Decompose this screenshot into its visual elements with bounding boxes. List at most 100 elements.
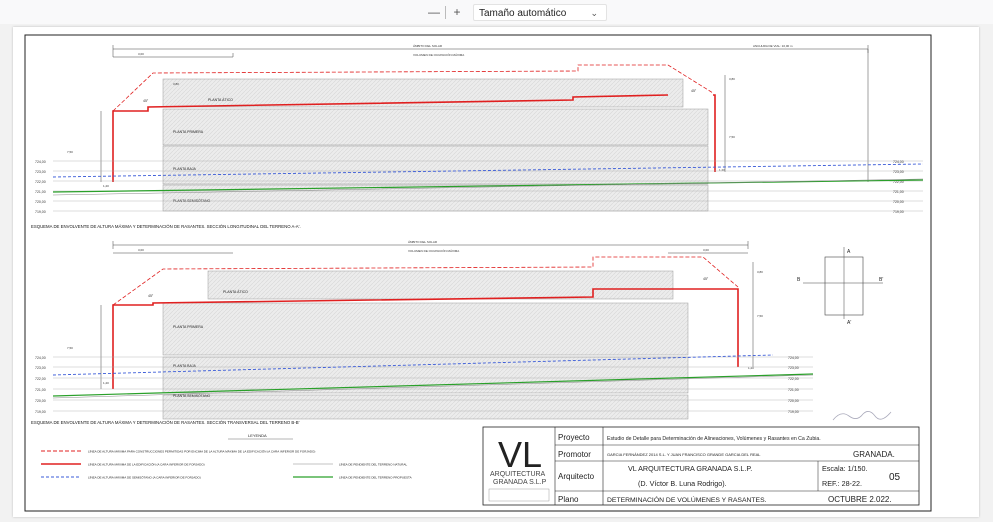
- legend-item-4: LÍNEA DE ALTURA MÁXIMA DE SEMISÓTANO (A …: [88, 475, 201, 480]
- angle-45-b1: 45°: [148, 294, 154, 298]
- floor-label-primera-a: PLANTA PRIMERA: [173, 130, 204, 134]
- level-right-a-5: 720,00: [893, 200, 904, 204]
- zoom-select[interactable]: Tamaño automático ⌄: [473, 4, 607, 21]
- plano-number: 05: [889, 472, 901, 483]
- level-right-b-2: 723,00: [788, 366, 799, 370]
- escala-value: Escala: 1/150.: [822, 464, 868, 473]
- floor-label-atico-b: PLANTA ÁTICO: [223, 290, 248, 294]
- level-left-a-4: 721,00: [35, 190, 46, 194]
- logo-sub1: ARQUITECTURA: [490, 471, 546, 478]
- level-right-b-4: 721,00: [788, 388, 799, 392]
- terrain-natural-b: [52, 374, 814, 399]
- zoom-in-button[interactable]: +: [453, 5, 461, 19]
- angle-45-a1: 45°: [143, 99, 149, 103]
- level-left-a-2: 723,00: [35, 170, 46, 174]
- width-dim-label: ANCHURA DE VIAL: 10,00 m: [753, 44, 793, 48]
- plano-label: Plano: [558, 495, 579, 504]
- signature: [832, 411, 892, 421]
- semisotano-line-a: [52, 163, 924, 178]
- volume-primera-a: [162, 108, 709, 146]
- level-right-a-2: 723,00: [893, 170, 904, 174]
- ref-value: REF.: 28-22.: [822, 479, 862, 488]
- level-left-a-1: 724,00: [35, 160, 46, 164]
- toolbar-separator: [445, 6, 446, 19]
- floor-label-atico-a: PLANTA ÁTICO: [208, 98, 233, 102]
- level-left-a-5: 720,00: [35, 200, 46, 204]
- level-left-a-6: 719,00: [35, 210, 46, 214]
- title-block: VL ARQUITECTURA GRANADA S.L.P Proyecto E…: [482, 426, 920, 506]
- promotor-label: Promotor: [558, 450, 591, 459]
- arquitecto-label: Arquitecto: [558, 472, 595, 481]
- key-a: A: [847, 249, 851, 255]
- level-left-b-1: 724,00: [35, 356, 46, 360]
- level-right-a-4: 721,00: [893, 190, 904, 194]
- proyecto-label: Proyecto: [558, 433, 590, 442]
- section-b: ÁMBITO DEL SOLAR VOLUMEN DE OCUPACIÓN MÁ…: [31, 240, 814, 425]
- level-left-a-3: 722,00: [35, 180, 46, 184]
- level-right-a-6: 719,00: [893, 210, 904, 214]
- dim-750-a: 7,50: [67, 150, 73, 154]
- legend-item-2: LÍNEA DE ALTURA MÁXIMA DE LA EDIFICACIÓN…: [88, 462, 205, 467]
- volume-baja-a: [162, 145, 709, 185]
- volume-primera-b: [162, 302, 689, 356]
- proyecto-value: Estudio de Detalle para Determinación de…: [607, 436, 821, 442]
- legend: LEYENDA LÍNEA DE ALTURA MÁXIMA PARA CONS…: [41, 433, 412, 480]
- level-right-a-3: 722,00: [893, 180, 904, 184]
- semisotano-line-b: [52, 354, 774, 376]
- level-left-b-6: 719,00: [35, 410, 46, 414]
- dim-380-a: 3,80: [729, 77, 735, 81]
- level-left-b-4: 721,00: [35, 388, 46, 392]
- terrain-proposed-a: [52, 179, 924, 193]
- dim-300-a: 3,00: [138, 52, 144, 56]
- dim-120-b: 1,20: [103, 381, 109, 385]
- promotor-value: GARCIA FERNÁNDEZ 2014 S.L. Y JUAN FRANCI…: [607, 452, 761, 457]
- level-left-b-3: 722,00: [35, 377, 46, 381]
- city-value: GRANADA.: [853, 450, 895, 459]
- terrain-proposed-b: [52, 373, 814, 397]
- top-volume-label: VOLUMEN DE OCUPACIÓN MÁXIMA: [413, 52, 464, 57]
- key-b: B: [797, 277, 801, 283]
- dim-300-b: 3,00: [138, 248, 144, 252]
- floor-label-primera-b: PLANTA PRIMERA: [173, 325, 204, 329]
- level-right-b-6: 719,00: [788, 410, 799, 414]
- floor-label-baja-a: PLANTA BAJA: [173, 167, 197, 171]
- document-page: ÁMBITO DEL SOLAR VOLUMEN DE OCUPACIÓN MÁ…: [13, 27, 979, 517]
- angle-45-a2: 45°: [691, 89, 697, 93]
- pdf-toolbar: — + Tamaño automático ⌄: [0, 0, 993, 24]
- dim-750-b: 7,50: [67, 346, 73, 350]
- envelope-line-b: [112, 288, 739, 389]
- level-left-b-2: 723,00: [35, 366, 46, 370]
- dim-120-a2: 1,20: [719, 168, 725, 172]
- key-b2: B': [879, 277, 883, 283]
- level-right-a-1: 724,00: [893, 160, 904, 164]
- legend-item-3: LÍNEA DE PENDIENTE DEL TERRENO NATURAL: [339, 463, 407, 467]
- volume-baja-b: [162, 356, 689, 394]
- sheet-frame: [24, 34, 932, 512]
- floor-label-baja-b: PLANTA BAJA: [173, 364, 197, 368]
- section-a-title: ESQUEMA DE ENVOLVENTE DE ALTURA MÁXIMA Y…: [31, 224, 301, 229]
- dim-380-b: 3,80: [757, 270, 763, 274]
- dim-120-a: 1,20: [103, 184, 109, 188]
- top-volume-label-b: VOLUMEN DE OCUPACIÓN MÁXIMA: [408, 248, 459, 253]
- dim-750-b2: 7,50: [757, 314, 763, 318]
- arquitecto-value-1: VL ARQUITECTURA GRANADA S.L.P.: [628, 464, 752, 473]
- chevron-down-icon: ⌄: [590, 8, 598, 18]
- zoom-out-button[interactable]: —: [428, 5, 440, 19]
- fecha-value: OCTUBRE 2.022.: [828, 495, 892, 504]
- dim-300-b2: 3,00: [703, 248, 709, 252]
- volume-semisotano-b: [162, 394, 689, 420]
- plano-value: DETERMINACIÓN DE VOLÚMENES Y RASANTES.: [607, 495, 767, 504]
- level-right-b-5: 720,00: [788, 399, 799, 403]
- floor-label-semisotano-a: PLANTA SEMISÓTANO: [173, 198, 210, 203]
- drawing-sheet: ÁMBITO DEL SOLAR VOLUMEN DE OCUPACIÓN MÁ…: [24, 34, 932, 512]
- arquitecto-value-2: (D. Víctor B. Luna Rodrigo).: [638, 479, 727, 488]
- section-b-title: ESQUEMA DE ENVOLVENTE DE ALTURA MÁXIMA Y…: [31, 420, 300, 425]
- section-a: ÁMBITO DEL SOLAR VOLUMEN DE OCUPACIÓN MÁ…: [31, 44, 924, 229]
- dim-750-a2: 7,50: [729, 135, 735, 139]
- key-a2: A': [847, 320, 851, 326]
- level-right-b-3: 722,00: [788, 377, 799, 381]
- legend-item-5: LÍNEA DE PENDIENTE DEL TERRENO PROPUESTA: [339, 476, 412, 480]
- top-dim-label-b: ÁMBITO DEL SOLAR: [408, 240, 438, 244]
- angle-45-b2: 45°: [703, 277, 709, 281]
- zoom-select-label: Tamaño automático: [479, 8, 567, 19]
